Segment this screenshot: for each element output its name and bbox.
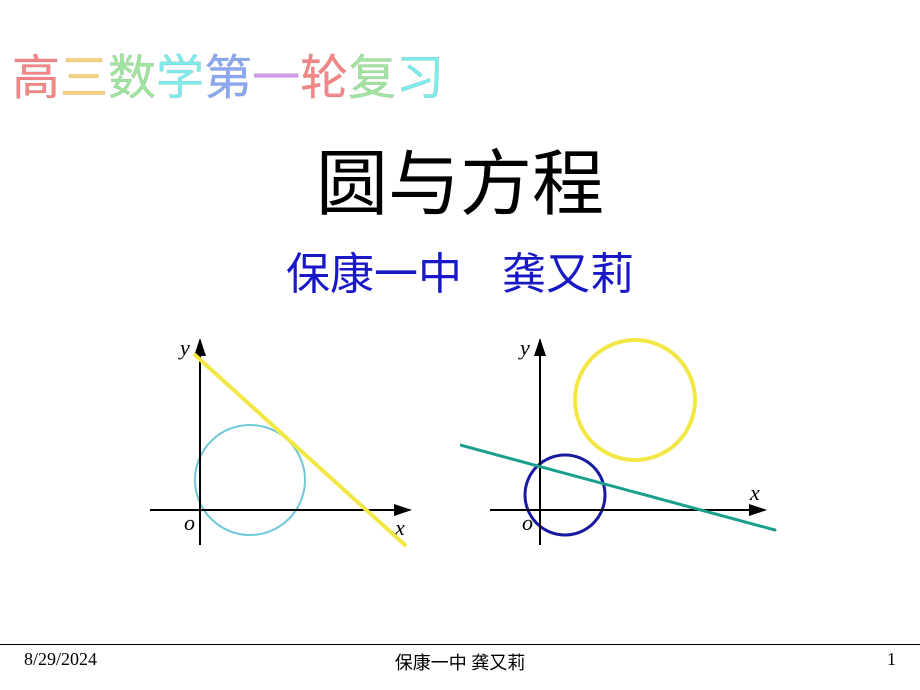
- rainbow-char: 数: [108, 38, 156, 108]
- subtitle-author: 龚又莉: [502, 250, 634, 299]
- svg-text:o: o: [184, 510, 195, 535]
- subtitle-school: 保康一中: [286, 250, 462, 299]
- footer-center: 保康一中 龚又莉: [0, 649, 920, 675]
- svg-text:y: y: [518, 335, 530, 360]
- footer: 8/29/2024 保康一中 龚又莉 1: [0, 644, 920, 668]
- svg-text:y: y: [178, 335, 190, 360]
- rainbow-char: 一: [252, 38, 300, 108]
- header-rainbow-title: 高 三 数 学 第 一 轮 复 习: [12, 38, 444, 108]
- subtitle: 保康一中龚又莉: [0, 238, 920, 302]
- rainbow-char: 复: [348, 38, 396, 108]
- rainbow-char: 轮: [300, 38, 348, 108]
- page-title: 圆与方程: [0, 125, 920, 230]
- chart-right: y x o: [460, 330, 780, 560]
- rainbow-char: 三: [60, 38, 108, 108]
- footer-page: 1: [887, 649, 896, 670]
- rainbow-char: 学: [156, 38, 204, 108]
- charts-row: yxo yxo: [0, 330, 920, 560]
- rainbow-char: 第: [204, 38, 252, 108]
- svg-text:x: x: [749, 480, 760, 505]
- rainbow-char: 习: [396, 38, 444, 108]
- rainbow-char: 高: [12, 38, 60, 108]
- svg-text:o: o: [522, 510, 533, 535]
- chart-left: yxo: [140, 330, 420, 560]
